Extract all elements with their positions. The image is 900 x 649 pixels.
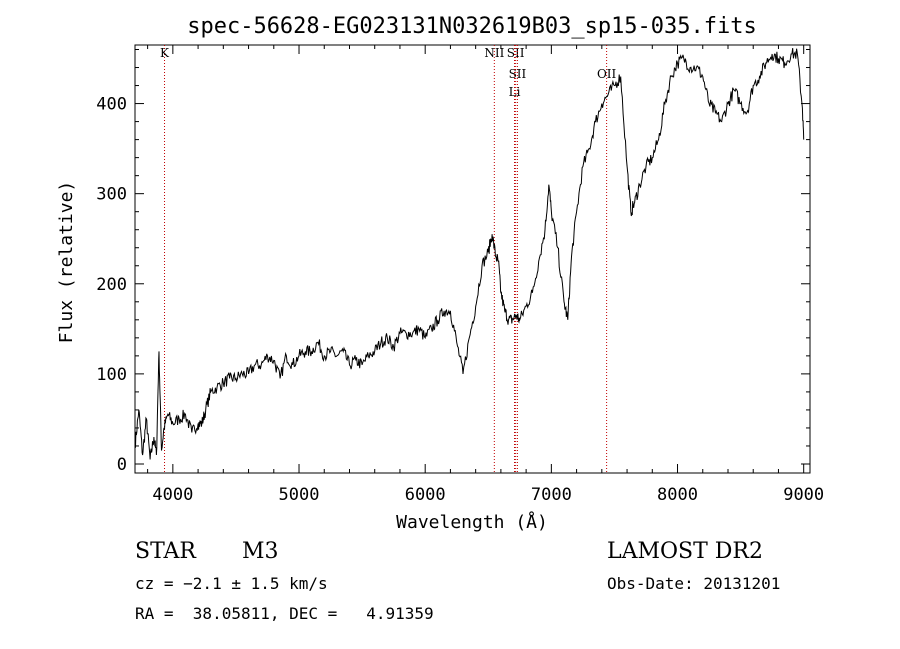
survey-label: LAMOST DR2 (607, 539, 763, 564)
spectral-line-label: Li (509, 85, 521, 99)
coords-label: RA = 38.05811, DEC = 4.91359 (135, 604, 434, 623)
obs-date-label: Obs-Date: 20131201 (607, 574, 781, 593)
y-tick-label: 100 (96, 365, 127, 385)
x-axis-label: Wavelength (Å) (396, 511, 548, 533)
x-tick-label: 6000 (405, 485, 446, 505)
x-tick-label: 8000 (657, 485, 698, 505)
y-tick-label: 400 (96, 95, 127, 115)
spectral-line-label: SII (507, 46, 525, 60)
x-tick-label: 9000 (783, 485, 824, 505)
subclass-label: M3 (242, 539, 279, 564)
class-label: STAR (135, 539, 196, 564)
chart-title: spec-56628-EG023131N032619B03_sp15-035.f… (187, 14, 757, 39)
spectral-line-label: SII (509, 67, 527, 81)
y-tick-label: 300 (96, 185, 127, 205)
x-tick-label: 4000 (152, 485, 193, 505)
y-axis-label: Flux (relative) (56, 181, 77, 344)
x-tick-label: 7000 (531, 485, 572, 505)
y-tick-label: 200 (96, 275, 127, 295)
axis-ticks: 4000 5000 6000 7000 8000 9000 0 100 200 300 400 (96, 45, 824, 505)
y-tick-label: 0 (117, 455, 127, 475)
spectrum-series-line (134, 48, 805, 460)
redshift-label: cz = −2.1 ± 1.5 km/s (135, 574, 328, 593)
spectral-line-label: OII (597, 67, 617, 81)
spectral-line-label: K (160, 46, 170, 60)
x-tick-label: 5000 (279, 485, 320, 505)
spectral-line-label: NII (484, 46, 504, 60)
plot-frame (134, 44, 811, 474)
